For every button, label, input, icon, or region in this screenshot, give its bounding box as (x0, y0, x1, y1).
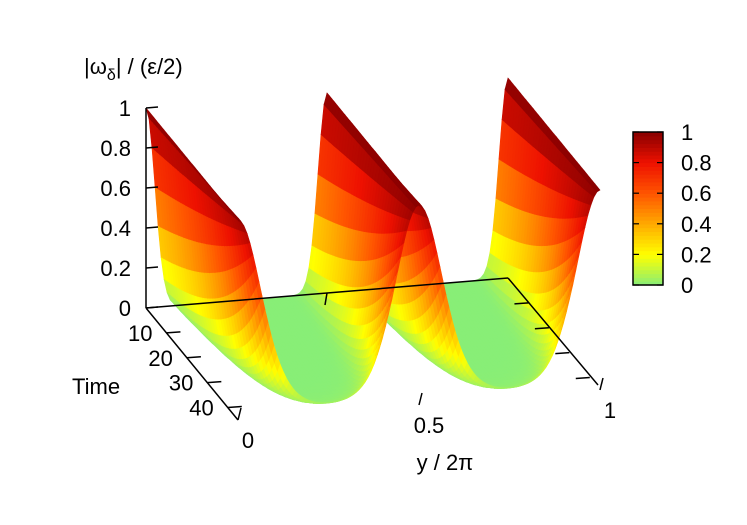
time-tick-mark (555, 351, 570, 355)
colorbar-segment (633, 223, 663, 229)
colorbar-segment (633, 281, 663, 286)
colorbar-segment (633, 197, 663, 202)
z-tick-label: 0.2 (100, 256, 131, 281)
colorbar-segment (633, 265, 663, 271)
colorbar-tick-label: 0 (681, 273, 693, 298)
x-tick-label: 0.5 (414, 413, 445, 438)
colorbar-segment (633, 200, 663, 206)
time-tick-label: 30 (169, 371, 193, 396)
x-tick-mark (237, 407, 242, 421)
colorbar-segment (633, 262, 663, 267)
colorbar-segment (633, 269, 663, 275)
x-tick-mark (599, 377, 604, 391)
time-tick-mark (186, 356, 201, 359)
z-axis-label: |ωδ| / (ε/2) (84, 54, 183, 84)
z-tick-label: 0.4 (100, 216, 131, 241)
time-tick-mark (227, 405, 242, 409)
colorbar-segment (633, 212, 663, 217)
colorbar-segment (633, 174, 663, 179)
back-right-axis-line (507, 277, 599, 386)
labels: |ωδ| / (ε/2) y / 2π Time (72, 54, 473, 475)
colorbar-segment (633, 227, 663, 233)
surface-cell (593, 186, 601, 193)
z-tick-mark (145, 226, 159, 229)
z-tick-label: 0.6 (100, 176, 131, 201)
colorbar-tick-label: 0.4 (681, 212, 712, 237)
colorbar-segment (633, 273, 663, 278)
colorbar-segment (633, 143, 663, 148)
z-tick-mark (145, 306, 159, 309)
colorbar-segment (633, 139, 663, 145)
time-tick-mark (514, 302, 529, 305)
time-tick-label: 10 (128, 321, 152, 346)
colorbar-tick-label: 0.2 (681, 242, 712, 267)
colorbar-segment (633, 235, 663, 240)
colorbar-segment (633, 216, 663, 221)
time-tick-mark (207, 380, 222, 384)
colorbar-tick-label: 1 (681, 120, 693, 145)
colorbar-segment (633, 231, 663, 236)
x-tick-label: 1 (604, 398, 616, 423)
x-axis-label: y / 2π (417, 450, 474, 475)
time-tick-mark (534, 327, 549, 330)
x-tick-mark (418, 392, 423, 406)
colorbar-segment (633, 177, 663, 183)
colorbar-segment (633, 181, 663, 187)
z-tick-mark (145, 106, 159, 109)
z-tick-mark (145, 186, 159, 189)
z-tick-label: 0 (119, 296, 131, 321)
time-tick-mark (166, 331, 181, 334)
colorbar-segment (633, 162, 663, 168)
colorbar-segment (633, 135, 663, 141)
colorbar-segment (633, 254, 663, 259)
left-depth-axis-line (145, 307, 239, 421)
y-axis-label: Time (72, 374, 120, 399)
colorbar-segment (633, 170, 663, 175)
colorbar-frame (632, 131, 664, 286)
colorbar-segment (633, 242, 663, 248)
colorbar-segment (633, 246, 663, 252)
colorbar-tick-label: 0.8 (681, 151, 712, 176)
colorbar-segment (633, 208, 663, 213)
colorbar-segment (633, 239, 663, 244)
colorbar-segment (633, 151, 663, 156)
surface-mesh (145, 77, 601, 404)
colorbar-segment (633, 147, 663, 152)
colorbar-segment (633, 132, 663, 137)
colorbar-segment (633, 250, 663, 255)
colorbar-segment (633, 189, 663, 194)
x-tick-mark (324, 292, 328, 306)
colorbar-segment (633, 258, 663, 263)
z-tick-mark (145, 146, 159, 149)
colorbar-segment (633, 154, 663, 160)
colorbar-segment (633, 204, 663, 210)
z-tick-label: 1 (119, 96, 131, 121)
time-tick-label: 40 (189, 396, 213, 421)
colorbar-segment (633, 277, 663, 282)
colorbar-segment (633, 166, 663, 171)
colorbar-segment (633, 158, 663, 164)
colorbar-tick-label: 0.6 (681, 181, 712, 206)
z-tick-mark (145, 266, 159, 269)
x-tick-label: 0 (242, 428, 254, 453)
z-tick-label: 0.8 (100, 136, 131, 161)
colorbar-segment (633, 219, 663, 225)
time-tick-label: 20 (148, 346, 172, 371)
colorbar: 0 0.2 0.4 0.6 0.8 1 (632, 120, 712, 298)
colorbar-segment (633, 185, 663, 190)
time-tick-mark (575, 376, 590, 380)
colorbar-segment (633, 193, 663, 198)
